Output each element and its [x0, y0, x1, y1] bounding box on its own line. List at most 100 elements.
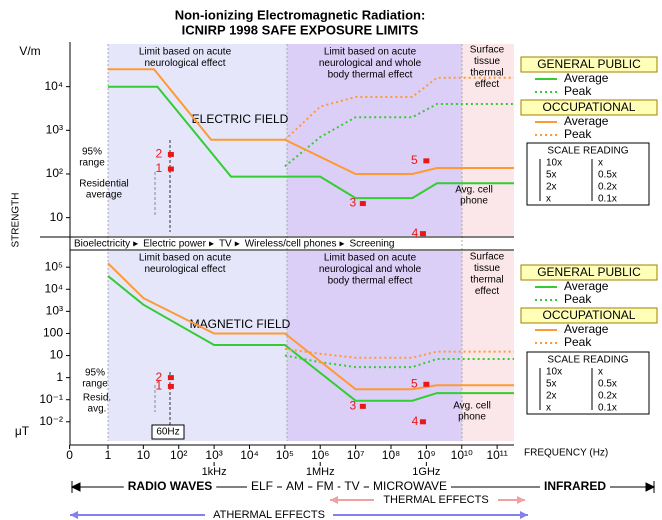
scale-entry: 5x	[546, 170, 557, 181]
legend-group: OCCUPATIONAL	[543, 308, 636, 322]
x-tick-label: 1	[105, 448, 112, 462]
note: 95%	[85, 368, 105, 379]
applications-band: Bioelectricity ▸ Electric power ▸ TV ▸ Wireles…	[74, 239, 394, 250]
point-label: 3	[349, 399, 356, 413]
legend-box	[520, 307, 658, 324]
legend-label: Peak	[564, 127, 592, 141]
point-label: 4	[412, 414, 419, 428]
x-tick-label: 10¹⁰	[451, 448, 473, 462]
region	[287, 251, 462, 441]
scale-entry: 0.1x	[598, 403, 617, 414]
label-bg	[369, 481, 451, 493]
x-tick-label: 10⁸	[382, 448, 400, 462]
note: 95%	[82, 147, 102, 158]
application-label: Wireless/cell phones	[245, 239, 337, 250]
region-note: thermal	[470, 275, 503, 286]
panel-title: MAGNETIC FIELD	[190, 317, 291, 331]
region-note: thermal	[470, 68, 503, 79]
label-bg	[340, 481, 364, 493]
note: Avg. cell	[455, 185, 493, 196]
region-note: Surface	[470, 45, 505, 56]
point-label: 4	[412, 226, 419, 240]
x-sub-label: 1kHz	[202, 466, 227, 478]
note-box	[151, 424, 185, 440]
x-tick-label: 10⁶	[311, 448, 329, 462]
point	[359, 403, 366, 409]
note: 60Hz	[156, 427, 179, 438]
label-bg	[374, 494, 498, 506]
spectrum-label: AM	[286, 479, 304, 493]
region-note: tissue	[474, 56, 501, 67]
separator: ▸	[209, 239, 214, 250]
y-tick-label: 10⁴	[44, 281, 63, 295]
x-tick-label: 10¹¹	[486, 448, 507, 462]
separator: ▸	[339, 239, 344, 250]
application-label: Bioelectricity	[74, 239, 130, 250]
y-tick-label: 10⁵	[45, 259, 63, 273]
note: phone	[460, 196, 488, 207]
chart-title: Non-ionizing Electromagnetic Radiation:	[175, 7, 426, 22]
scale-entry: 0.2x	[598, 391, 617, 402]
region-note: neurological and whole	[319, 58, 422, 69]
region-note: Limit based on acute	[324, 253, 417, 264]
region-note: neurological effect	[145, 264, 226, 275]
region-note: neurological and whole	[319, 264, 422, 275]
scale-entry: 0.1x	[598, 194, 617, 205]
label-bg	[123, 481, 217, 493]
region-note: body thermal effect	[328, 70, 413, 81]
point-label: 5	[411, 153, 418, 167]
spectrum-label: ELF	[251, 479, 273, 493]
y-tick-label: 10⁻²	[39, 414, 63, 428]
region-note: effect	[475, 79, 499, 90]
y-tick-label: 10²	[46, 166, 63, 180]
region-note: effect	[475, 286, 499, 297]
label-bg	[205, 509, 333, 520]
legend-label: Peak	[564, 335, 592, 349]
application-label: Screening	[349, 239, 394, 250]
scale-entry: 0.2x	[598, 182, 617, 193]
point	[423, 381, 430, 387]
point	[167, 151, 174, 157]
region-note: Limit based on acute	[324, 47, 417, 58]
x-sub-label: 1MHz	[306, 466, 335, 478]
note: Resid.	[83, 393, 111, 404]
point	[419, 231, 426, 237]
label-bg	[540, 481, 610, 493]
legend-label: Peak	[564, 292, 592, 306]
point	[167, 375, 174, 381]
legend-box	[520, 99, 658, 116]
label-bg	[312, 481, 338, 493]
note: avg.	[88, 404, 107, 415]
region-note: Limit based on acute	[139, 253, 232, 264]
series-line	[284, 354, 514, 369]
separator: ▸	[235, 239, 240, 250]
note: range	[79, 158, 105, 169]
y-tick-label: 10³	[46, 122, 63, 136]
point	[167, 166, 174, 172]
y-tick-label: 100	[43, 326, 63, 340]
point	[359, 201, 366, 207]
unit-label: V/m	[19, 44, 40, 58]
scale-entry: 10x	[546, 158, 562, 169]
legend-label: Average	[564, 71, 609, 85]
legend-group: GENERAL PUBLIC	[537, 265, 641, 279]
scale-entry: x	[598, 367, 603, 378]
y-tick-label: 10³	[46, 304, 63, 318]
point-label: 2	[156, 147, 163, 161]
note: Avg. cell	[453, 401, 491, 412]
spectrum-label: INFRARED	[544, 479, 606, 493]
scale-title: SCALE READING	[547, 146, 628, 157]
x-sub-label: 1GHz	[412, 466, 440, 478]
y-tick-label: 10	[50, 348, 64, 362]
series-line	[108, 68, 514, 175]
series-line	[284, 347, 514, 359]
scale-entry: x	[546, 194, 551, 205]
arrow	[645, 481, 656, 493]
scale-entry: 10x	[546, 367, 562, 378]
legend-group: OCCUPATIONAL	[543, 100, 636, 114]
point-label: 1	[156, 161, 163, 175]
spectrum-label: MICROWAVE	[373, 479, 447, 493]
point	[423, 158, 430, 164]
region-note: Limit based on acute	[139, 47, 232, 58]
legend-box	[520, 264, 658, 281]
